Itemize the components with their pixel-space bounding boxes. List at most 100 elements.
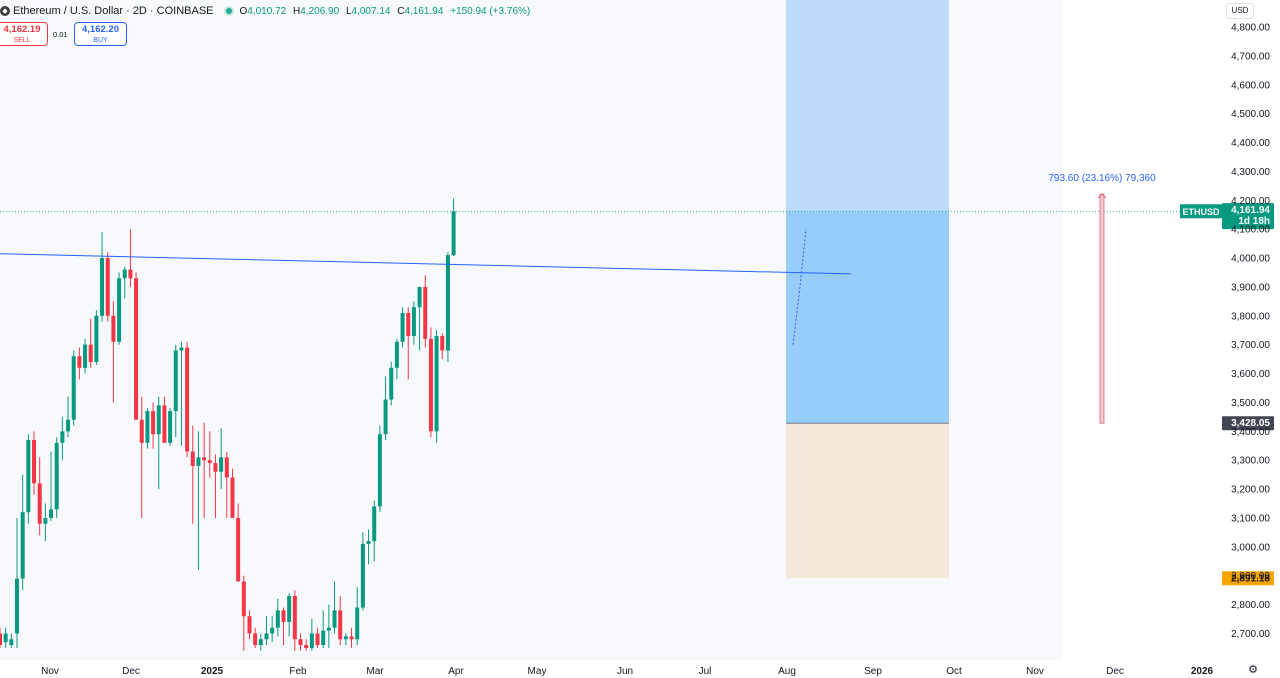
price-tick-label: 2,800.00: [1231, 600, 1270, 611]
candle-body: [241, 581, 246, 617]
candle-body: [292, 595, 297, 640]
open-label: O: [239, 5, 248, 17]
symbol-title[interactable]: Ethereum / U.S. Dollar · 2D · COINBASE: [13, 5, 214, 17]
candle-body: [26, 439, 31, 513]
time-tick-label: Oct: [946, 666, 962, 677]
sell-price: 4,162.19: [3, 24, 41, 35]
sell-label: SELL: [13, 37, 31, 44]
candle-body: [224, 457, 229, 478]
price-tick-label: 3,400.00: [1231, 427, 1270, 438]
candle-body: [304, 645, 309, 648]
time-tick-label: Jun: [617, 666, 633, 677]
candle-body: [428, 338, 433, 432]
candle-body: [3, 633, 8, 643]
last-price-badge-text: 4,161.94: [1231, 205, 1270, 216]
last-price-badge-bg: [1222, 203, 1274, 230]
price-tick-label: 3,700.00: [1231, 340, 1270, 351]
candle-body: [134, 278, 139, 420]
price-tick-label: 4,300.00: [1231, 167, 1270, 178]
price-tick-label: 4,700.00: [1231, 51, 1270, 62]
candle-body: [253, 633, 258, 646]
time-tick-label: Sep: [864, 666, 882, 677]
resistance-trendline: [0, 253, 852, 275]
candle-body: [287, 595, 292, 622]
candle-body: [445, 255, 450, 351]
price-tick-label: 2,700.00: [1231, 629, 1270, 640]
price-tick-label: 4,500.00: [1231, 109, 1270, 120]
candle-body: [343, 636, 348, 640]
time-tick-label: Aug: [778, 666, 796, 677]
stop-price-badge-bg: [1222, 571, 1274, 586]
sell-button[interactable]: 4,162.19 SELL: [0, 22, 48, 46]
time-tick-label: Feb: [289, 666, 307, 677]
candle-body: [264, 633, 269, 640]
candle-body: [43, 517, 48, 524]
time-tick-label: Jul: [699, 666, 712, 677]
candle-body: [434, 336, 439, 432]
candle-body: [196, 457, 201, 466]
time-tick-label: Apr: [448, 666, 464, 677]
close-value: 4,161.94: [404, 5, 444, 17]
candle-body: [83, 344, 88, 368]
buy-button[interactable]: 4,162.20 BUY: [74, 22, 127, 46]
candle-body: [173, 350, 178, 412]
candle-body: [411, 307, 416, 337]
time-tick-label: Dec: [122, 666, 140, 677]
stop-loss-zone: [786, 423, 949, 579]
forecast-path: [792, 229, 807, 345]
candle-body: [440, 336, 445, 351]
time-tick-label: May: [528, 666, 547, 677]
measure-arrow-icon: [1097, 193, 1107, 199]
entry-price-badge-text: 3,428.05: [1231, 418, 1270, 429]
price-tick-label: 4,000.00: [1231, 254, 1270, 265]
change-value: +150.94 (+3.76%): [450, 5, 531, 17]
price-tick-label: 3,500.00: [1231, 398, 1270, 409]
symbol-badge-bg: [1180, 204, 1222, 219]
profit-zone: [786, 211, 949, 424]
candle-body: [315, 633, 320, 646]
candle-body: [389, 367, 394, 400]
candle-body: [94, 315, 99, 363]
candle-body: [338, 610, 343, 640]
candle-body: [219, 457, 224, 472]
candle-body: [0, 633, 2, 646]
candle-body: [236, 517, 241, 582]
candle-body: [32, 439, 37, 484]
price-tick-label: 3,600.00: [1231, 369, 1270, 380]
currency-selector[interactable]: USD: [1226, 3, 1254, 19]
close-label: C: [397, 5, 405, 17]
candle-body: [185, 347, 190, 452]
candle-body: [54, 442, 59, 510]
candle-body: [111, 315, 116, 342]
candle-body: [372, 506, 377, 542]
candle-body: [156, 405, 161, 435]
candle-body: [162, 405, 167, 443]
candle-body: [281, 610, 286, 622]
candle-body: [270, 627, 275, 634]
price-tick-label: 3,800.00: [1231, 311, 1270, 322]
candle-body: [202, 457, 207, 461]
candle-body: [451, 211, 456, 256]
candle-body: [100, 258, 105, 316]
last-price-badge-text: 1d 18h: [1238, 216, 1270, 227]
future-area: [1062, 0, 1222, 660]
time-tick-label: Mar: [366, 666, 384, 677]
candle-body: [383, 399, 388, 435]
ethereum-coin-icon: ◆: [0, 6, 10, 16]
candle-body: [349, 636, 354, 640]
measure-bar: [1099, 193, 1105, 424]
high-value: 4,206.90: [300, 5, 340, 17]
price-tick-label: 4,400.00: [1231, 138, 1270, 149]
candle-body: [145, 411, 150, 443]
candle-body: [275, 610, 280, 628]
price-tick-label: 4,800.00: [1231, 23, 1270, 34]
candle-body: [207, 460, 212, 464]
candle-body: [66, 419, 71, 432]
chart-settings-gear-icon[interactable]: ⚙: [1248, 664, 1258, 676]
candle-body: [49, 509, 54, 518]
symbol-badge: ETHUSD: [1182, 207, 1220, 217]
candle-body: [77, 356, 82, 368]
candle-body: [423, 286, 428, 339]
